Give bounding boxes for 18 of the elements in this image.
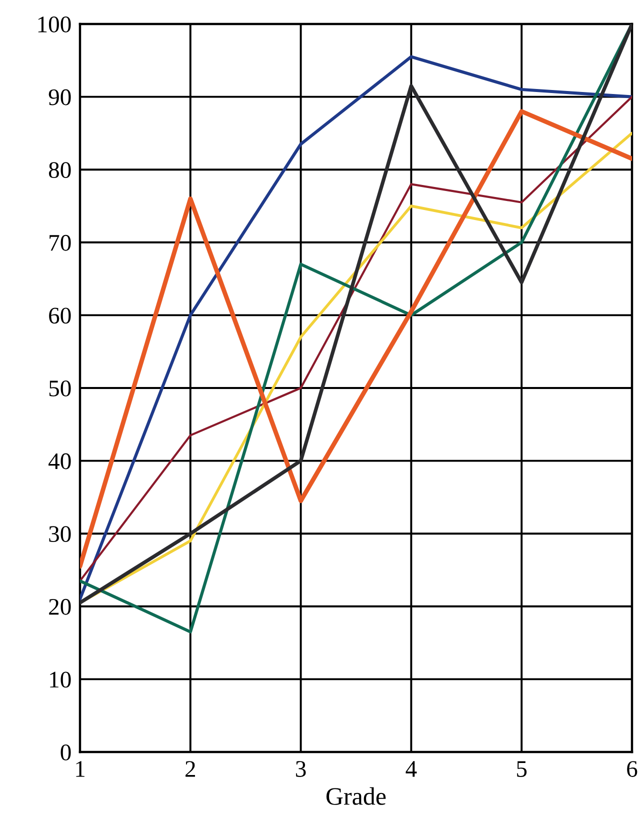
y-tick-label: 30 [49,526,71,542]
y-tick-label: 0 [60,744,71,760]
y-tick-label: 70 [50,234,71,251]
x-tick-label: 4 [406,761,417,777]
x-tick-label: 6 [627,761,638,777]
y-tick-label: 60 [49,308,71,324]
y-tick-label: 40 [48,453,71,470]
y-tick-label: 80 [48,162,71,178]
y-tick-label: 20 [49,598,71,615]
x-axis-title: Grade [326,787,386,805]
x-tick-label: 2 [186,761,195,777]
x-tick-label: 1 [76,761,84,777]
x-tick-label: 5 [517,761,527,777]
y-tick-label: 50 [49,380,71,396]
x-tick-label: 3 [296,761,306,777]
y-tick-label: 90 [48,89,71,106]
y-tick-label: 10 [50,672,71,688]
y-tick-label: 100 [38,16,71,32]
